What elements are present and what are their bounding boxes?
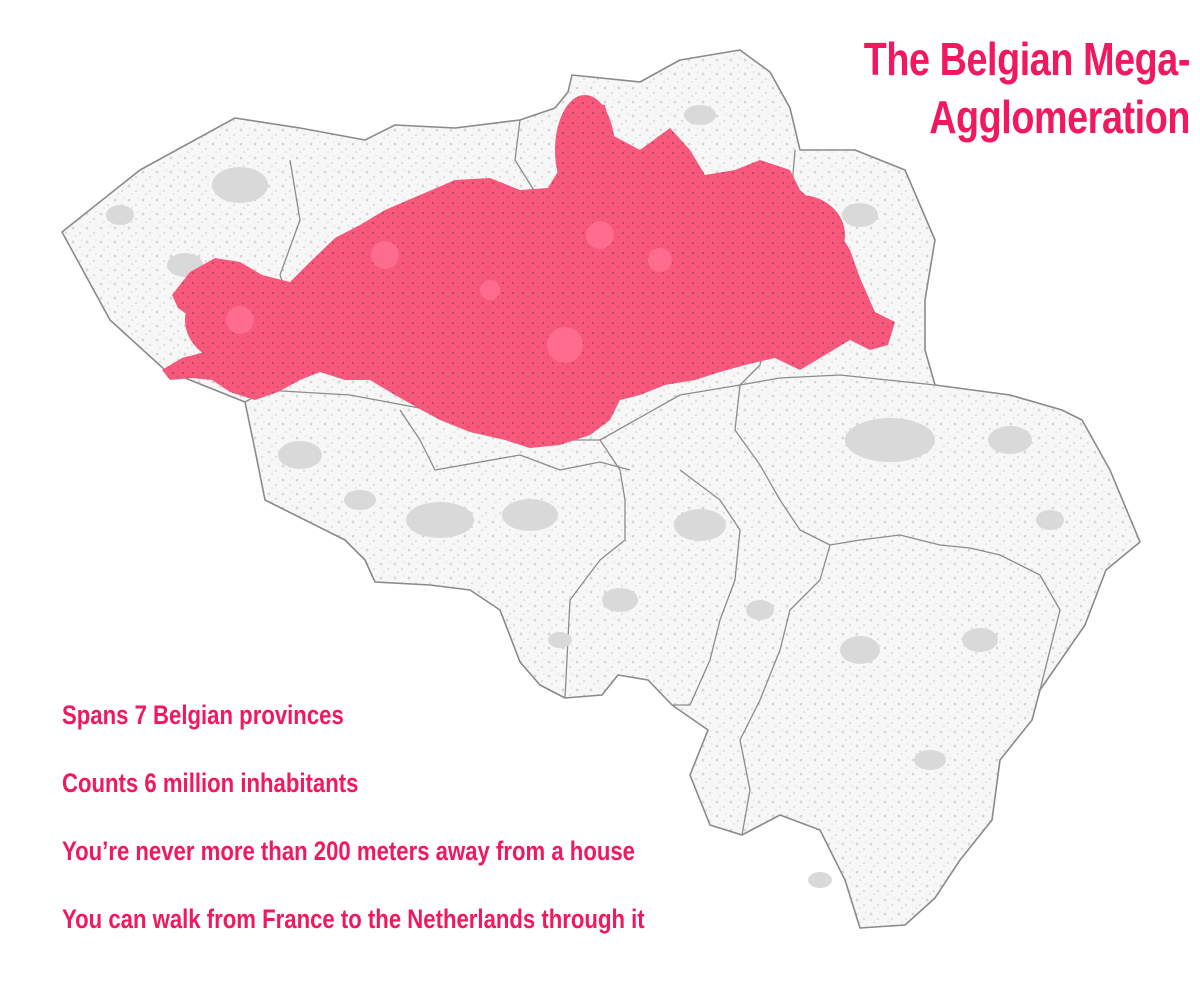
fact-walk: You can walk from France to the Netherla… (62, 904, 645, 934)
agglomeration-main (162, 102, 895, 448)
facts-list: Spans 7 Belgian provinces Counts 6 milli… (62, 700, 782, 972)
settlement-clusters (106, 105, 1064, 888)
fact-provinces: Spans 7 Belgian provinces (62, 700, 344, 730)
agglomeration-lobe-east (755, 195, 845, 275)
title-line-2: Agglomeration (929, 91, 1190, 143)
title-line-1: The Belgian Mega- (863, 33, 1191, 85)
agglomeration-lobe-north (555, 95, 615, 205)
map-title: The Belgian Mega- Agglomeration (862, 30, 1191, 146)
dense-cores (226, 221, 672, 363)
fact-inhabitants: Counts 6 million inhabitants (62, 768, 359, 798)
fact-distance: You’re never more than 200 meters away f… (62, 836, 636, 866)
